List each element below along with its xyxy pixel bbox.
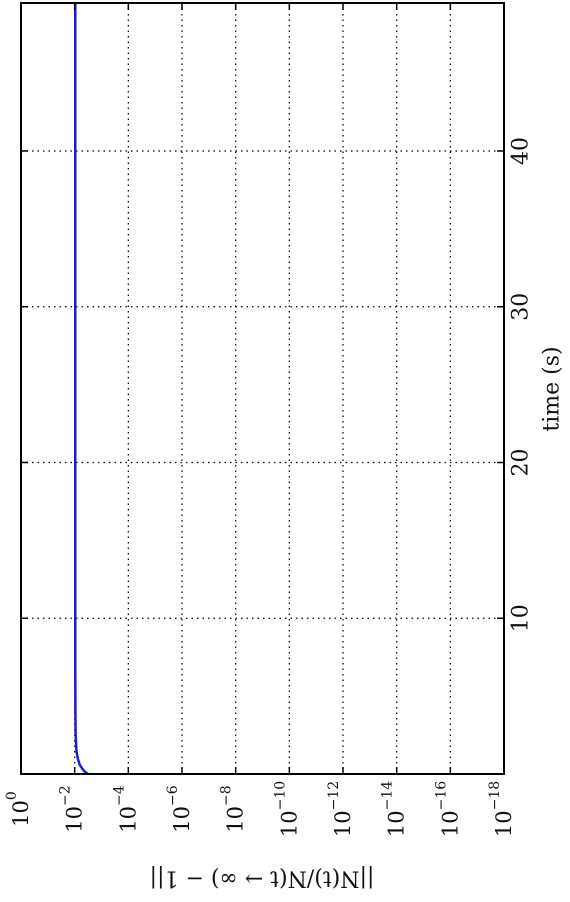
y-tick-label-text: 10−14: [380, 781, 409, 837]
y-tick-label-text: 10−8: [219, 785, 248, 832]
y-tick-label: 10−8: [219, 785, 248, 832]
y-tick-label-text: 10−4: [111, 785, 140, 832]
y-tick-label-text: 10−10: [272, 781, 301, 837]
y-tick-label: 10−16: [433, 781, 462, 837]
series-line: [74, 3, 89, 775]
ticks: [21, 3, 504, 774]
grid: [21, 3, 504, 774]
y-tick-label: 10−6: [165, 785, 194, 832]
y-tick-label: 10−10: [272, 781, 301, 837]
x-axis-label: time (s): [540, 346, 565, 431]
y-tick-label: 10−4: [111, 785, 140, 832]
y-tick-label: 10−18: [487, 781, 516, 837]
plot-frame: [20, 2, 505, 775]
x-tick-label: 20: [509, 448, 534, 476]
x-tick-label: 10: [509, 604, 534, 632]
x-tick-label: 30: [509, 293, 534, 321]
y-tick-label-text: 10−6: [165, 785, 194, 832]
y-axis-label: ||N(t)/N(t → ∞) − 1||: [150, 866, 375, 891]
y-tick-label-text: 100: [4, 791, 33, 827]
y-tick-label: 10−2: [58, 785, 87, 832]
tick-labels: 10 20 30 40 100 10−2 10−4 10−6 10−8 10−10 10−12 10−…: [4, 137, 534, 837]
y-tick-label-text: 10−16: [433, 781, 462, 837]
y-tick-label: 100: [4, 791, 33, 827]
y-tick-label: 10−12: [326, 781, 355, 837]
x-tick-label: 40: [509, 137, 534, 165]
y-tick-label: 10−14: [380, 781, 409, 837]
y-tick-label-text: 10−18: [487, 781, 516, 837]
y-tick-label-text: 10−12: [326, 781, 355, 837]
series-layer: [74, 3, 89, 775]
y-tick-label-text: 10−2: [58, 785, 87, 832]
